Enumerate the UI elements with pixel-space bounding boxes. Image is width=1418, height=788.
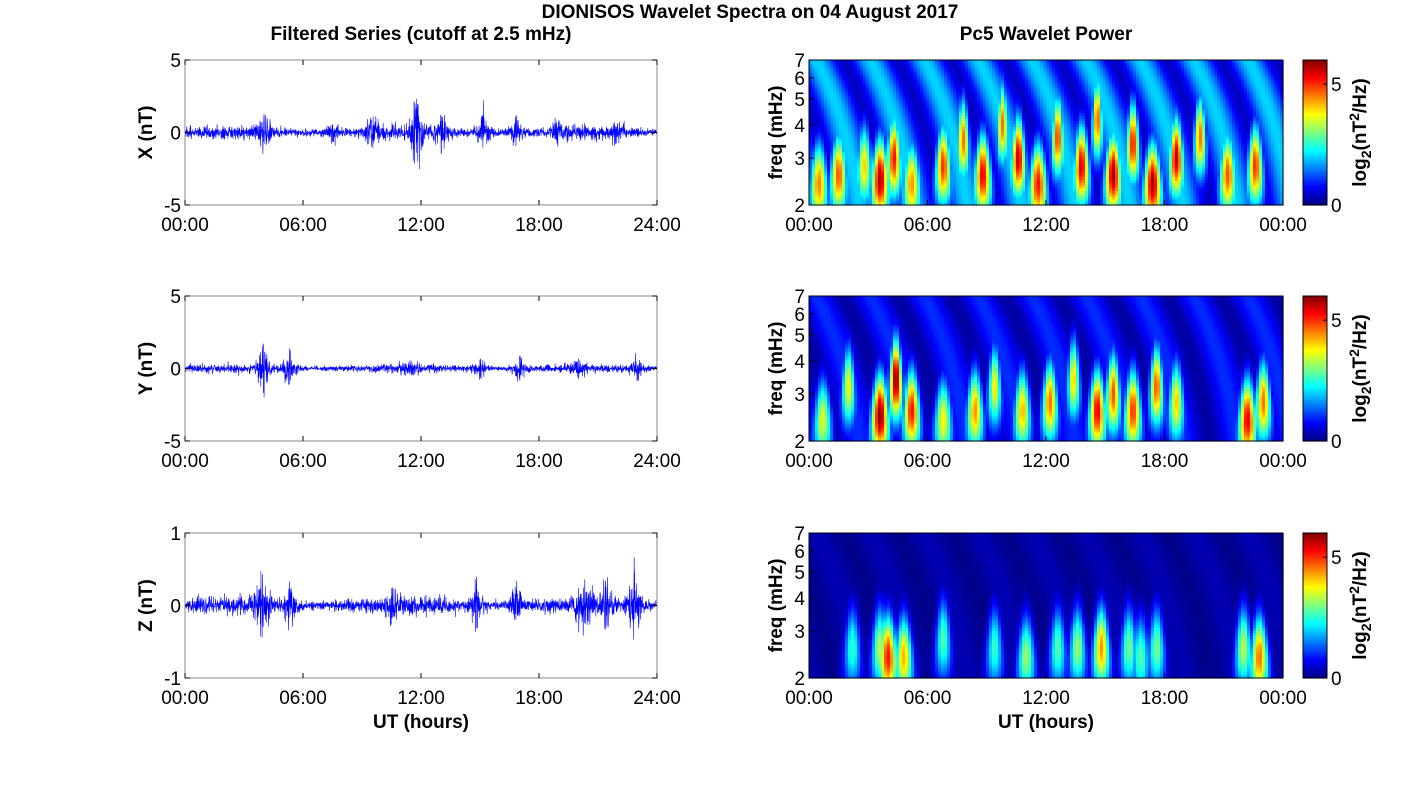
x-tick-label: 00:00 [161,215,209,236]
x-tick-label: 12:00 [397,215,445,236]
y-axis-label: X (nT) [136,106,157,160]
panels: -5 0 5 00:00 06:00 12:00 18:00 24:00 X (nT) 23456… [136,51,1374,733]
x-tick-label: 06:00 [279,215,327,236]
right-column-title: Pc5 Wavelet Power [960,24,1133,45]
figure-title: DIONISOS Wavelet Spectra on 04 August 20… [542,2,959,23]
heatmap-cells [809,60,1284,206]
y-tick-label: -5 [164,196,181,217]
x-tick-label: 18:00 [515,215,563,236]
y-tick-label: 0 [170,124,181,145]
y-tick-label: 5 [170,51,181,72]
x-tick-label: 24:00 [633,215,681,236]
left-column-title: Filtered Series (cutoff at 2.5 mHz) [271,24,572,45]
series-panel-x: -5 0 5 00:00 06:00 12:00 18:00 24:00 X (nT) [136,51,681,236]
